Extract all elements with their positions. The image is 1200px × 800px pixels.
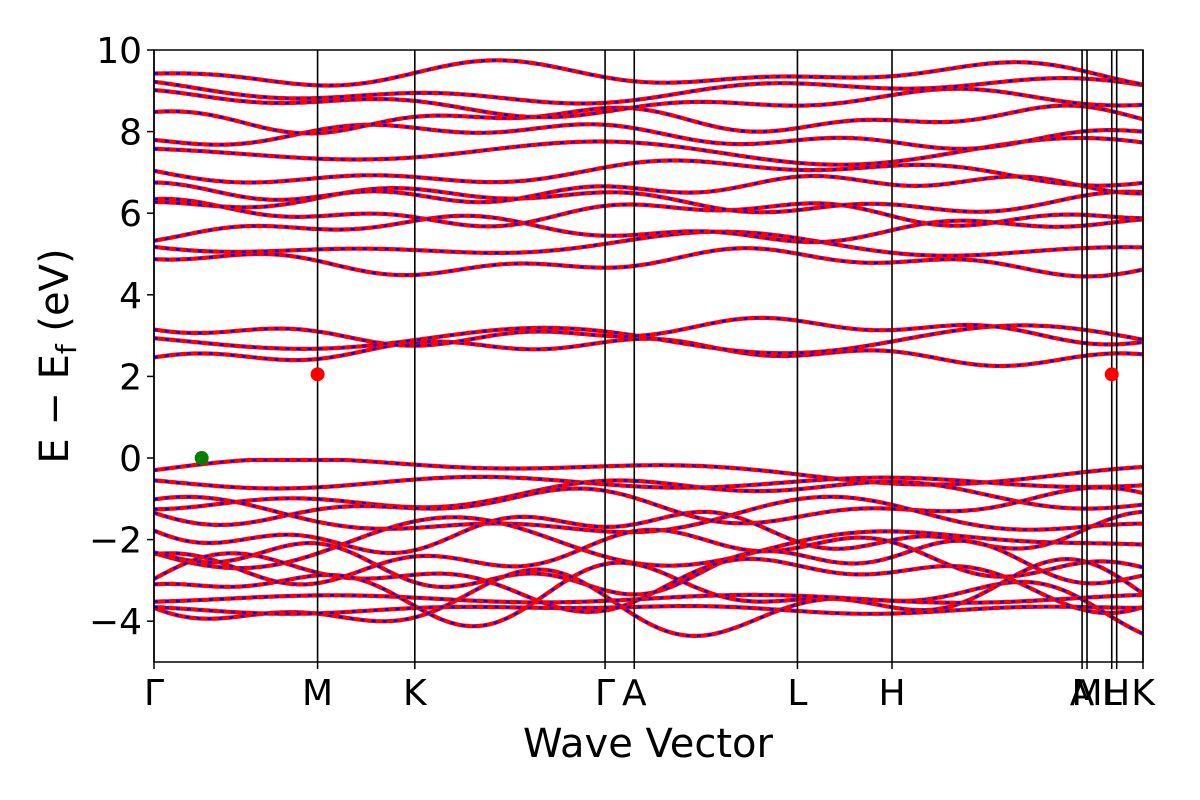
x-tick-label: K	[403, 673, 428, 714]
band-edge-marker	[1104, 367, 1119, 382]
band-spin-down	[154, 104, 1143, 135]
band-spin-up	[154, 592, 1143, 605]
band-spin-down	[154, 197, 1143, 228]
band-spin-down	[154, 59, 1143, 87]
y-tick-label: −2	[89, 521, 142, 562]
band-spin-down	[154, 552, 1143, 615]
x-axis-label: Wave Vector	[523, 721, 774, 767]
band-spin-down	[154, 174, 1143, 204]
y-tick-label: 6	[119, 194, 142, 235]
y-axis-label-sub: f	[50, 343, 83, 354]
y-axis-label-unit: (eV)	[32, 248, 78, 344]
y-tick-label: 10	[96, 31, 142, 72]
band-spin-down	[154, 159, 1143, 187]
y-tick-label: 4	[119, 276, 142, 317]
band-spin-down	[154, 557, 1143, 628]
band-spin-down	[154, 528, 1143, 586]
band-spin-up	[154, 315, 1143, 348]
band-edge-marker	[310, 367, 325, 382]
band-edge-marker	[194, 451, 209, 465]
x-axis-ticks: Γ M K Γ A L H AM LH K	[144, 662, 1156, 714]
band-spin-down	[154, 604, 1143, 615]
band-spin-up	[154, 336, 1143, 369]
band-spin-down	[154, 510, 1143, 555]
band-spin-up	[154, 158, 1143, 188]
band-spin-down	[154, 516, 1143, 570]
x-tick-label: L	[787, 673, 807, 714]
x-tick-label: M	[1071, 673, 1102, 714]
band-lines	[154, 58, 1143, 638]
x-tick-label: H	[1103, 673, 1130, 714]
band-spin-down	[154, 539, 1143, 596]
x-tick-label: Γ	[144, 673, 164, 714]
x-tick-label: L	[1102, 673, 1122, 714]
y-axis-label: E − Ef (eV)	[32, 248, 83, 463]
band-edge-markers	[194, 367, 1119, 465]
x-tick-label: H	[878, 673, 905, 714]
y-tick-label: −4	[89, 602, 142, 643]
band-spin-down	[154, 214, 1143, 244]
x-tick-label: M	[302, 673, 333, 714]
band-spin-down	[154, 230, 1143, 257]
band-spin-up	[154, 604, 1143, 616]
band-spin-down	[154, 247, 1143, 278]
band-spin-down	[154, 87, 1143, 119]
band-spin-down	[154, 324, 1143, 355]
y-tick-label: 8	[119, 113, 142, 154]
y-tick-label: 0	[119, 439, 142, 480]
x-tick-label: A	[1070, 673, 1095, 714]
x-tick-label: K	[1131, 673, 1156, 714]
band-spin-down	[154, 479, 1143, 511]
y-tick-label: 2	[119, 357, 142, 398]
band-spin-down	[154, 76, 1143, 105]
x-tick-label: Γ	[595, 673, 615, 714]
band-spin-down	[154, 316, 1143, 347]
y-axis-label-main: E − E	[32, 354, 78, 464]
band-spin-up	[154, 86, 1143, 120]
band-spin-down	[154, 475, 1143, 490]
y-axis-ticks: −4 −2 0 2 4 6 8 10	[89, 31, 154, 643]
band-spin-down	[154, 123, 1143, 150]
x-tick-label: A	[622, 673, 647, 714]
band-spin-down	[154, 486, 1143, 527]
plot-frame	[153, 49, 1144, 663]
